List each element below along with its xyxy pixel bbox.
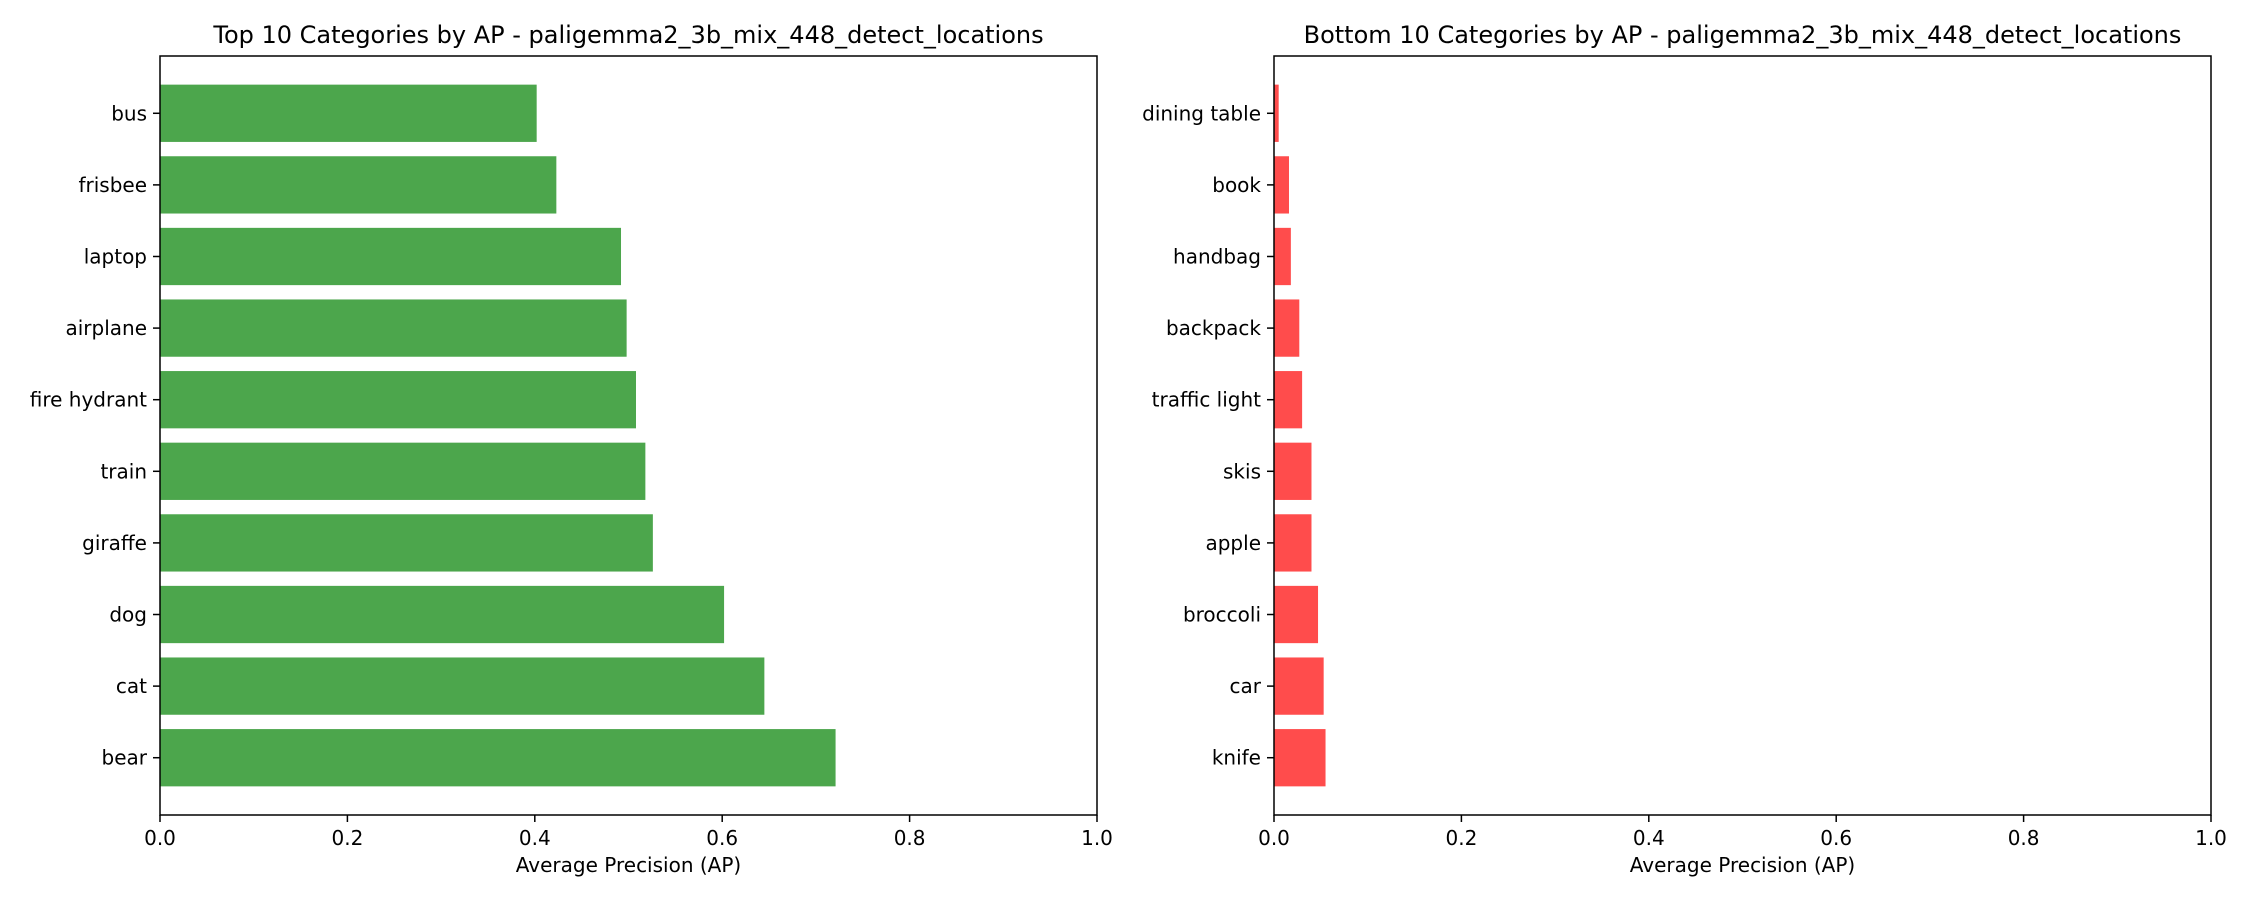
left-chart-bar-fire-hydrant xyxy=(160,371,636,429)
right-chart-y-tick-label: handbag xyxy=(1173,244,1261,268)
left-chart-x-axis-label: Average Precision (AP) xyxy=(516,853,741,877)
left-chart-y-tick-label: bear xyxy=(102,746,148,770)
left-chart-title: Top 10 Categories by AP - paligemma2_3b_… xyxy=(212,21,1043,49)
right-chart-y-tick-label: dining table xyxy=(1142,101,1261,125)
right-chart-x-tick-label: 0.2 xyxy=(1445,826,1477,850)
left-chart-bar-cat xyxy=(160,657,765,715)
left-chart-y-tick-label: cat xyxy=(116,674,147,698)
left-chart-x-tick-label: 0.6 xyxy=(706,826,738,850)
right-chart-y-tick-label: traffic light xyxy=(1152,388,1261,412)
right-chart-bar-traffic-light xyxy=(1274,371,1303,429)
left-chart-x-tick-label: 0.4 xyxy=(519,826,551,850)
right-chart-bar-handbag xyxy=(1274,227,1291,286)
left-chart-y-tick-label: fire hydrant xyxy=(30,388,147,412)
right-chart-bar-skis xyxy=(1274,442,1312,500)
right-chart-y-tick-label: book xyxy=(1212,173,1261,197)
left-chart-x-tick-label: 0.0 xyxy=(144,826,176,850)
right-chart-y-tick-label: skis xyxy=(1223,459,1261,483)
right-chart-bar-broccoli xyxy=(1274,585,1319,644)
right-chart-y-tick-label: knife xyxy=(1212,746,1261,770)
right-chart-x-tick-label: 0.0 xyxy=(1258,826,1290,850)
left-chart-y-tick-label: train xyxy=(100,459,147,483)
right-chart-bar-dining-table xyxy=(1274,84,1279,142)
right-chart-bar-knife xyxy=(1274,729,1326,787)
right-chart-bar-apple xyxy=(1274,514,1312,572)
right-chart-y-tick-label: apple xyxy=(1205,531,1261,555)
right-chart-y-tick-label: broccoli xyxy=(1183,603,1261,627)
right-chart-x-tick-label: 0.6 xyxy=(1820,826,1852,850)
left-chart-panel: Top 10 Categories by AP - paligemma2_3b_… xyxy=(30,21,1113,877)
left-chart-y-tick-label: laptop xyxy=(84,244,147,268)
right-chart-bar-backpack xyxy=(1274,299,1300,357)
right-chart-axes-frame xyxy=(1273,55,2212,816)
left-chart-y-tick-label: frisbee xyxy=(78,173,147,197)
left-chart-y-tick-label: giraffe xyxy=(82,531,147,555)
left-chart-y-tick-label: dog xyxy=(109,603,147,627)
left-chart-bar-dog xyxy=(160,585,725,644)
left-chart-x-tick-label: 1.0 xyxy=(1081,826,1113,850)
right-chart-x-tick-label: 1.0 xyxy=(2195,826,2227,850)
left-chart-bar-laptop xyxy=(160,227,622,286)
left-chart-axes-frame xyxy=(159,55,1098,816)
left-chart-bar-bear xyxy=(160,729,836,787)
left-chart-bar-bus xyxy=(160,84,537,142)
right-chart-y-tick-label: car xyxy=(1230,674,1262,698)
left-chart-bar-train xyxy=(160,442,646,500)
right-chart-bar-book xyxy=(1274,156,1289,214)
left-chart-y-tick-label: airplane xyxy=(65,316,147,340)
right-chart-bar-car xyxy=(1274,657,1324,715)
left-chart-x-tick-label: 0.2 xyxy=(331,826,363,850)
right-chart-x-axis-label: Average Precision (AP) xyxy=(1630,853,1855,877)
left-chart-bar-giraffe xyxy=(160,514,653,572)
right-chart-panel: Bottom 10 Categories by AP - paligemma2_… xyxy=(1142,21,2227,877)
left-chart-y-tick-label: bus xyxy=(111,101,147,125)
right-chart-y-tick-label: backpack xyxy=(1166,316,1261,340)
left-chart-bar-airplane xyxy=(160,299,627,357)
right-chart-title: Bottom 10 Categories by AP - paligemma2_… xyxy=(1304,21,2182,49)
right-chart-x-tick-label: 0.4 xyxy=(1633,826,1665,850)
left-chart-x-tick-label: 0.8 xyxy=(894,826,926,850)
right-chart-x-tick-label: 0.8 xyxy=(2008,826,2040,850)
left-chart-bar-frisbee xyxy=(160,156,557,214)
